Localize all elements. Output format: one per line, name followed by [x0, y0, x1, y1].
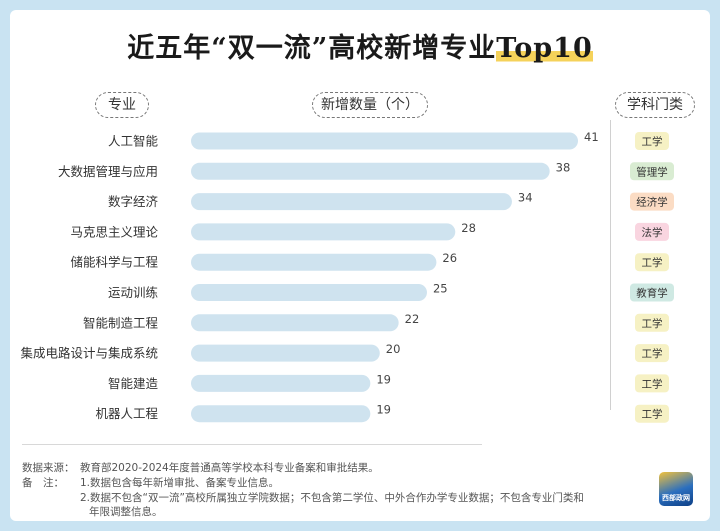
value-label: 38: [556, 160, 571, 174]
bar: [191, 253, 437, 271]
note-1: 1.数据包含每年新增审批、备案专业信息。: [80, 477, 280, 489]
value-label: 25: [433, 282, 448, 296]
discipline-badge: [635, 132, 669, 150]
bar: [191, 162, 550, 180]
title-main: 近五年“双一流”高校新增专业: [127, 33, 497, 64]
value-label: 34: [518, 191, 533, 205]
category-label: 大数据管理与应用: [58, 164, 158, 179]
discipline-label: 工学: [642, 377, 663, 390]
discipline-badge: [635, 313, 669, 332]
category-label: 机器人工程: [95, 406, 158, 421]
bar: [191, 374, 371, 392]
count-header: 新增数量（个）: [312, 92, 428, 118]
value-label: 22: [405, 312, 420, 326]
footer-divider: [22, 444, 482, 445]
major-header: 专业: [95, 92, 149, 118]
bar: [191, 344, 380, 362]
column-divider: [610, 120, 611, 410]
category-label: 马克思主义理论: [70, 224, 158, 239]
note-2: 2.数据不包含“双一流”高校所属独立学院数据；不包含第二学位、中外合作办学专业数…: [80, 492, 584, 504]
note-label: 备 注：: [22, 477, 64, 489]
value-label: 26: [442, 251, 457, 265]
logo-text: 西部政网: [662, 494, 690, 502]
value-label: 28: [461, 221, 476, 235]
category-label: 运动训练: [108, 285, 159, 300]
discipline-label: 工学: [642, 347, 663, 360]
category-header: 学科门类: [615, 92, 695, 118]
discipline-badge: [635, 222, 669, 241]
discipline-label: 法学: [642, 226, 663, 239]
discipline-badge: [630, 283, 674, 302]
discipline-badge: [635, 344, 669, 363]
discipline-label: 教育学: [636, 287, 668, 300]
bar: [191, 132, 578, 150]
discipline-label: 管理学: [636, 165, 668, 178]
bar: [191, 193, 512, 211]
broadcaster-logo: 西部政网: [659, 472, 693, 506]
category-label: 智能建造: [108, 376, 159, 391]
discipline-badge: [630, 162, 674, 181]
discipline-badge: [635, 374, 669, 393]
bar: [191, 284, 427, 301]
page-title: 近五年“双一流”高校新增专业Top10: [0, 26, 720, 65]
discipline-label: 工学: [642, 256, 663, 269]
discipline-badge: [630, 192, 674, 211]
bar: [191, 223, 456, 241]
category-label: 储能科学与工程: [70, 255, 158, 270]
category-label: 集成电路设计与集成系统: [20, 346, 158, 361]
bar: [191, 405, 371, 423]
value-label: 19: [376, 372, 391, 386]
discipline-label: 经济学: [636, 196, 668, 209]
discipline-label: 工学: [642, 317, 663, 330]
discipline-label: 工学: [642, 135, 663, 148]
bar: [191, 314, 399, 332]
note-2-continued: 年限调整信息。: [89, 506, 163, 518]
category-label: 人工智能: [108, 134, 159, 149]
discipline-label: 工学: [642, 408, 663, 421]
source-text: 教育部2020-2024年度普通高等学校本科专业备案和审批结果。: [80, 462, 379, 474]
discipline-badge: [635, 404, 669, 423]
source-label: 数据来源：: [22, 462, 75, 474]
category-label: 数字经济: [108, 194, 159, 209]
discipline-badge: [635, 253, 669, 272]
title-highlight: Top10: [496, 33, 593, 64]
value-label: 41: [584, 130, 599, 144]
value-label: 19: [376, 403, 391, 417]
category-label: 智能制造工程: [83, 315, 159, 330]
value-label: 20: [386, 342, 401, 356]
